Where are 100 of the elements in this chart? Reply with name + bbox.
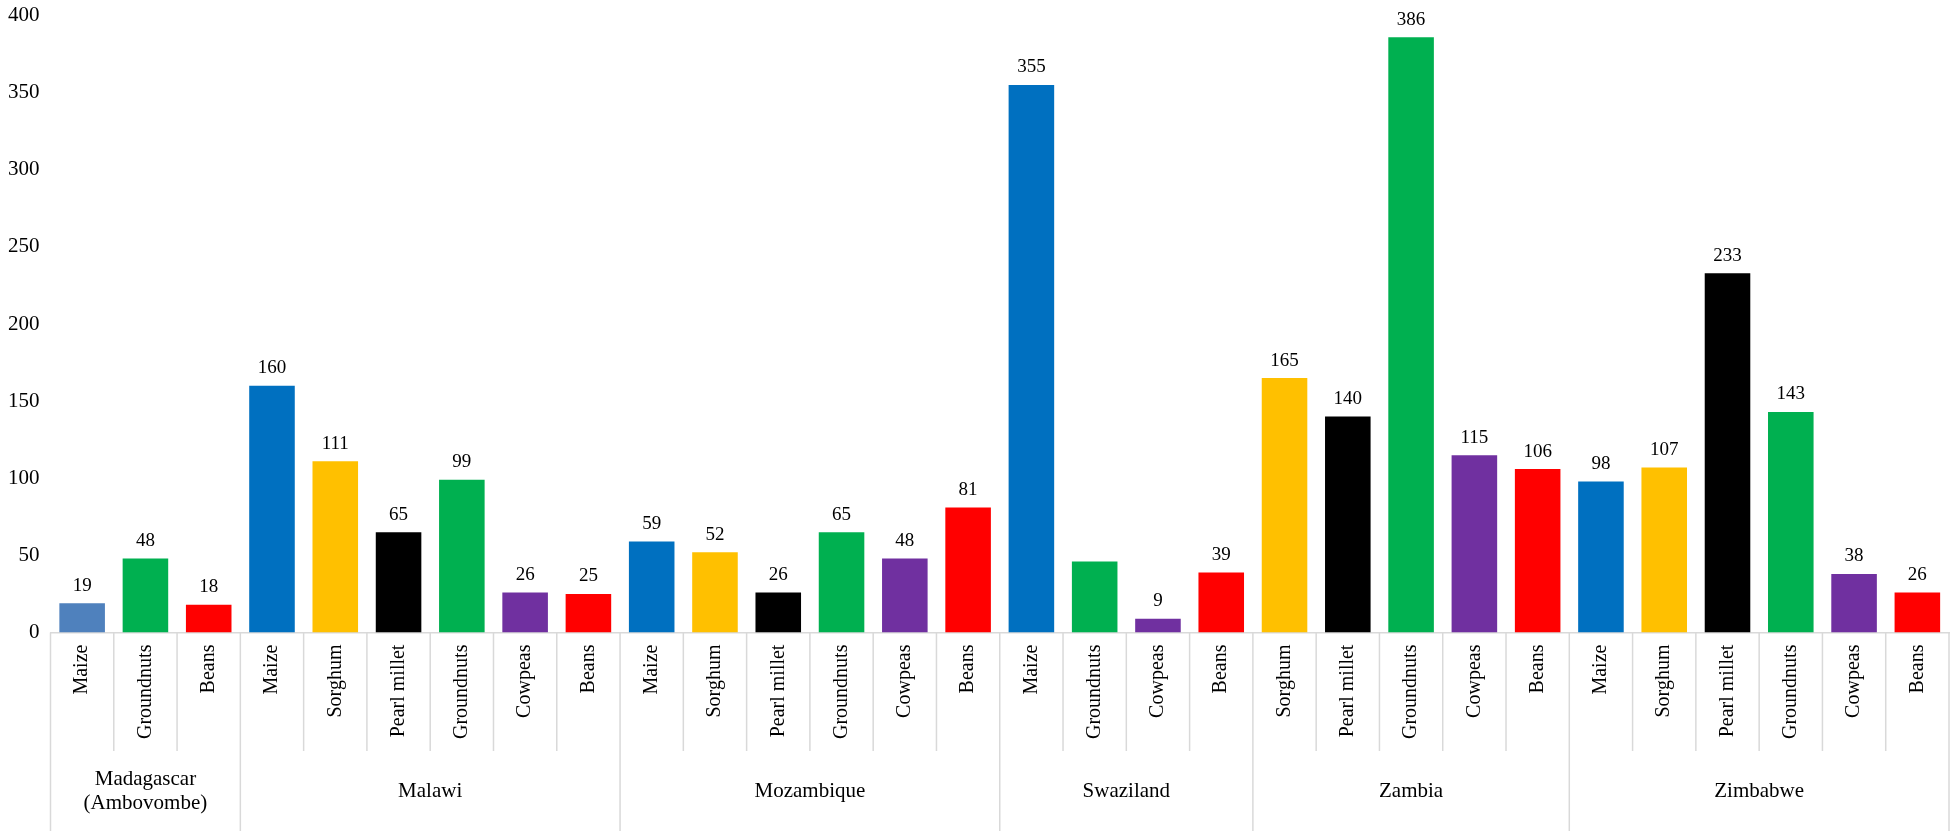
x-tick-label: Beans: [1904, 644, 1927, 694]
data-label: 115: [1460, 425, 1489, 447]
x-tick-label: Maize: [1588, 644, 1611, 695]
x-tick-label: Sorghum: [1651, 644, 1675, 718]
y-tick-label: 100: [8, 464, 40, 489]
bar: [1578, 481, 1624, 633]
data-label: 65: [389, 502, 409, 524]
x-tick-label: Maize: [69, 644, 92, 695]
bar: [1261, 378, 1308, 633]
bar: [565, 594, 612, 633]
text: Madagascar (Ambovombe): [83, 765, 208, 814]
x-tick-label: Pearl millet: [385, 644, 408, 738]
x-tick-label: Beans: [195, 644, 218, 694]
data-label: 39: [1211, 542, 1231, 564]
y-tick-label: 400: [8, 2, 40, 27]
x-tick-label: Sorghum: [1271, 644, 1295, 718]
bar: [439, 479, 485, 633]
data-label: 143: [1776, 382, 1806, 404]
bar: [122, 558, 169, 633]
x-tick-label: Groundnuts: [1398, 644, 1421, 740]
bar: [1008, 85, 1055, 633]
y-tick-label: 200: [8, 310, 40, 335]
data-label: 48: [135, 529, 155, 551]
bar: [882, 558, 928, 633]
bar: [1071, 561, 1118, 633]
x-tick-label: Groundnuts: [132, 644, 155, 740]
bar: [692, 552, 738, 633]
x-tick-label: Maize: [638, 644, 661, 695]
x-tick-label: Pearl millet: [1714, 644, 1737, 738]
bar: [1388, 37, 1434, 633]
data-label: 165: [1270, 348, 1299, 370]
text: Swaziland: [1082, 777, 1171, 802]
bar: [1704, 273, 1751, 633]
data-label: 18: [199, 575, 219, 597]
x-tick-label: Groundnuts: [828, 644, 851, 740]
bar: [502, 592, 548, 633]
y-tick-label: 150: [8, 387, 40, 412]
data-label: 99: [452, 450, 472, 472]
bar: [185, 604, 232, 633]
bar: [755, 592, 802, 633]
bar: [59, 603, 105, 633]
bar: [375, 532, 422, 633]
x-tick-label: Beans: [955, 644, 978, 694]
data-label: 9: [1153, 589, 1163, 611]
bar: [312, 461, 359, 633]
x-tick-label: Pearl millet: [765, 644, 788, 738]
data-label: 140: [1333, 387, 1363, 409]
x-tick-label: Cowpeas: [892, 644, 916, 718]
y-tick-label: 250: [8, 233, 40, 258]
data-label: 386: [1396, 7, 1426, 29]
x-tick-label: Beans: [1524, 644, 1547, 694]
bar: [1641, 467, 1688, 633]
y-tick-label: 350: [8, 79, 40, 104]
text: Zimbabwe: [1714, 777, 1805, 802]
data-label: 25: [578, 564, 598, 586]
data-label: 38: [1844, 544, 1864, 566]
bar: [1894, 592, 1941, 633]
data-label: 107: [1649, 438, 1679, 460]
y-tick-label: 0: [29, 619, 40, 644]
x-tick-label: Cowpeas: [1841, 644, 1865, 718]
x-tick-label: Beans: [575, 644, 598, 694]
bar: [1198, 572, 1245, 633]
bar: [1451, 455, 1498, 633]
y-tick-label: 300: [8, 156, 40, 181]
text: Mozambique: [754, 777, 866, 802]
x-tick-label: Beans: [1208, 644, 1231, 694]
x-tick-label: Groundnuts: [1081, 644, 1104, 740]
data-label: 233: [1713, 243, 1742, 265]
data-label: 81: [958, 478, 978, 500]
bar: [1325, 416, 1371, 633]
x-tick-label: Pearl millet: [1335, 644, 1358, 738]
data-label: 59: [642, 512, 662, 534]
bar: [249, 385, 295, 633]
data-label: 26: [515, 562, 535, 584]
bar: [945, 507, 991, 633]
text: Zambia: [1379, 777, 1444, 802]
y-tick-label: 50: [18, 541, 40, 566]
data-label: 26: [1907, 562, 1927, 584]
data-label: 19: [72, 573, 92, 595]
data-label: 355: [1017, 55, 1046, 77]
x-tick-label: Maize: [1018, 644, 1041, 695]
bar: [818, 532, 865, 633]
bar: [1768, 412, 1814, 633]
bar: [1514, 469, 1561, 633]
x-tick-label: Cowpeas: [512, 644, 536, 718]
x-tick-label: Groundnuts: [449, 644, 472, 740]
data-label: 26: [768, 562, 788, 584]
bar: [1831, 573, 1877, 633]
x-tick-label: Sorghum: [702, 644, 726, 718]
data-label: 160: [257, 356, 287, 378]
data-label: 106: [1523, 439, 1552, 461]
data-label: 98: [1591, 451, 1611, 473]
x-tick-label: Maize: [259, 644, 282, 695]
bar: [628, 541, 675, 633]
x-tick-label: Sorghum: [322, 644, 346, 718]
x-tick-label: Cowpeas: [1461, 644, 1485, 718]
x-tick-label: Groundnuts: [1778, 644, 1801, 740]
data-label: 65: [832, 502, 852, 524]
bar: [1135, 618, 1181, 633]
data-label: 48: [895, 529, 915, 551]
